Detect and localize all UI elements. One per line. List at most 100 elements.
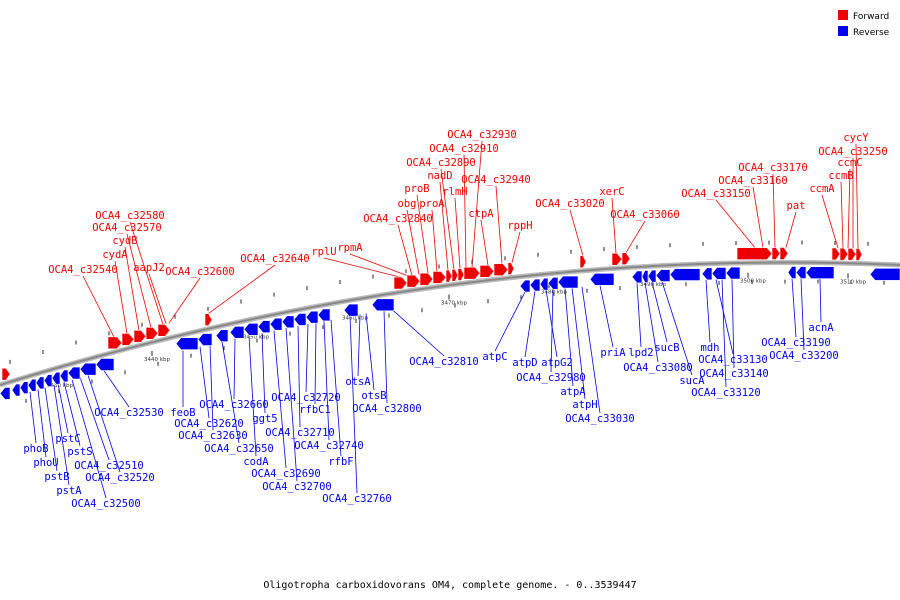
reverse-gene-arrow [701,267,713,281]
reverse-gene-label: OCA4_c32710 [265,427,335,439]
reverse-gene-arrow [669,268,701,281]
leader-line [791,278,797,338]
leader-line [82,275,115,338]
leader-line [314,322,317,405]
gene-arrows [0,247,900,400]
leader-line [625,220,646,253]
leader-line [124,246,140,331]
forward-gene-label: OCA4_c33060 [610,209,680,221]
forward-gene-label: OCA4_c32600 [165,266,235,278]
leader-line [550,289,554,373]
reverse-gene-label: OCA4_c32500 [71,498,141,510]
leader-line [273,330,287,469]
forward-gene-arrow [204,313,213,327]
reverse-gene-label: atpG2 [541,357,573,369]
leader-line [114,260,128,334]
kbp-label: 3490 kbp [640,282,666,288]
reverse-gene-arrow [281,315,295,329]
kbp-label: 3470 kbp [441,300,467,306]
forward-gene-arrow [771,247,781,260]
leader-line [495,185,503,264]
reverse-gene-label: ggt5 [252,413,277,425]
reverse-gene-arrow [257,320,271,333]
leader-line [819,278,822,323]
forward-gene-label: OCA4_c33170 [738,162,808,174]
leader-line [323,320,330,441]
reverse-gene-label: OCA4_c32720 [271,392,341,404]
reverse-gene-arrow [27,378,37,392]
forward-gene-arrow [463,266,481,280]
reverse-gene-label: OCA4_c32630 [178,430,248,442]
forward-gene-label: OCA4_c32890 [406,157,476,169]
leader-line [233,338,236,400]
leader-line [471,140,483,268]
forward-gene-label: proA [419,198,445,210]
leader-line [431,209,438,272]
forward-gene-label: OCA4_c33250 [818,146,888,158]
leader-line [480,219,489,266]
leader-line [800,278,805,351]
forward-gene-arrow [611,252,623,266]
forward-gene-arrow [157,323,171,337]
forward-gene-arrow [121,333,135,346]
reverse-gene-label: rfbF [328,456,353,468]
forward-gene-arrow [579,255,587,269]
legend: Forward Reverse [838,10,890,38]
leader-line [323,257,401,278]
forward-gene-label: OCA4_c32580 [95,210,165,222]
reverse-gene-label: OCA4_c33120 [691,387,761,399]
kbp-label: 3480 kbp [541,289,567,295]
leader-line [511,231,521,263]
leader-line [611,197,617,254]
forward-gene-arrow [855,248,863,261]
reverse-gene-label: pstA [56,485,82,497]
leader-line [79,377,110,461]
leader-line [440,168,455,270]
reverse-gene-label: atpD [512,357,537,369]
forward-gene-arrow [457,268,465,281]
reverse-gene-label: atpC [482,351,507,363]
leader-line [103,370,130,408]
reverse-gene-label: phoU [33,457,58,469]
leader-line [148,273,167,324]
leader-line [855,143,859,249]
leader-line [29,391,37,444]
forward-gene-label: xerC [599,186,624,198]
legend-label-forward: Forward [853,12,889,22]
backbone-line [0,261,900,386]
reverse-gene-label: otsB [361,390,386,402]
forward-gene-arrow [393,276,408,290]
forward-gene-arrow [831,247,841,261]
forward-gene-label: OCA4_c32540 [48,264,118,276]
legend-swatch-reverse [838,26,848,36]
legend-swatch-forward [838,10,848,20]
leader-line [207,264,276,315]
leader-line [772,173,776,248]
leader-line [721,279,727,388]
forward-gene-label: cydB [112,235,137,247]
reverse-gene-label: OCA4_c32650 [204,443,274,455]
reverse-gene-label: codA [243,456,269,468]
reverse-gene-label: phoB [23,443,48,455]
reverse-gene-label: atpA [560,386,586,398]
reverse-gene-label: OCA4_c32760 [322,493,392,505]
forward-gene-arrow [406,274,421,288]
reverse-gene-arrow [0,387,11,400]
reverse-gene-arrow [175,337,199,351]
reverse-gene-arrow [51,371,61,385]
forward-gene-label: proB [404,183,429,195]
leader-line [365,313,375,391]
forward-gene-arrow [493,263,509,277]
leader-line [129,221,164,325]
forward-gene-label: obg [398,198,417,210]
reverse-gene-label: pstC [55,433,80,445]
forward-gene-arrow [736,247,773,261]
kbp-label: 3460 kbp [342,315,368,321]
reverse-gene-arrow [539,277,549,291]
forward-gene-arrow [451,269,459,282]
leader-line [397,224,413,276]
leader-line [416,194,429,274]
forward-gene-label: pat [787,200,806,212]
reverse-gene-arrow [305,310,319,324]
forward-gene-label: ccmB [828,170,853,182]
